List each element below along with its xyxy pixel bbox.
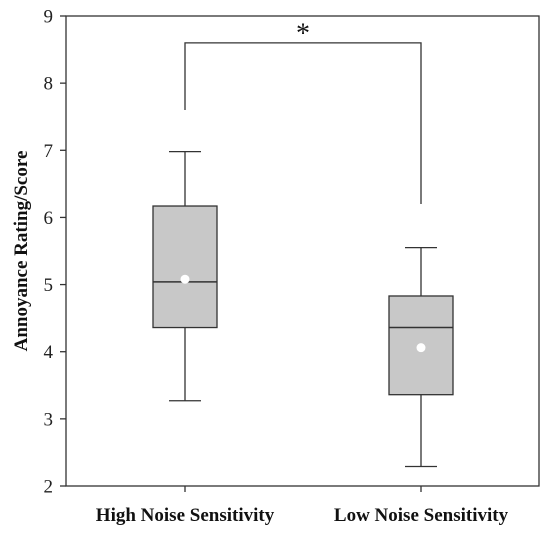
box-group [388, 246, 454, 468]
box-series [152, 150, 454, 468]
bracket-line [184, 42, 422, 204]
x-category-label: Low Noise Sensitivity [334, 505, 509, 526]
y-axis-ticks: 2 3 4 5 6 7 8 9 [44, 7, 66, 498]
y-tick-label: 7 [44, 141, 54, 162]
mean-marker [180, 274, 190, 284]
y-tick-label: 9 [44, 7, 54, 28]
iqr-box [152, 205, 218, 329]
x-category-label: High Noise Sensitivity [96, 505, 275, 526]
y-tick-label: 8 [44, 74, 54, 95]
plot-frame [65, 15, 540, 487]
y-tick-label: 2 [44, 477, 54, 498]
y-axis-title: Annoyance Rating/Score [11, 151, 32, 352]
x-axis-labels: High Noise Sensitivity Low Noise Sensitiv… [96, 486, 509, 526]
box-group [152, 150, 218, 402]
y-tick-label: 4 [44, 342, 54, 363]
mean-marker [416, 343, 426, 353]
y-tick-label: 3 [44, 409, 54, 430]
y-tick-label: 6 [44, 208, 54, 229]
y-tick-label: 5 [44, 275, 54, 296]
significance-bracket: * [184, 18, 422, 204]
significance-asterisk: * [296, 18, 310, 49]
